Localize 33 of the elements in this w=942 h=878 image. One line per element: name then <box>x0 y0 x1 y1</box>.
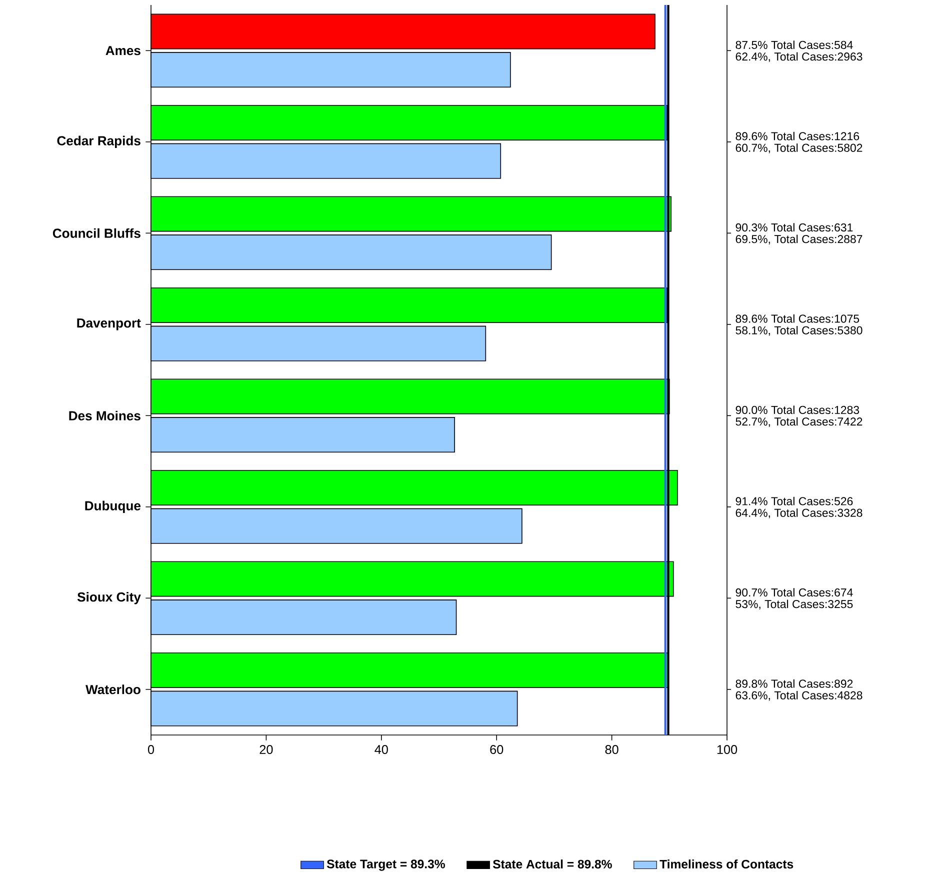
y-tick-label: Dubuque <box>85 500 141 513</box>
text: 89.6% Total Cases:1075 <box>736 314 860 323</box>
legend-label: State Target = 89.3% <box>326 860 445 871</box>
text: 89.6% Total Cases:1216 <box>736 132 860 140</box>
text: 90.3% Total Cases:631 <box>736 223 853 232</box>
text: 63.6%, Total Cases:4828 <box>736 690 862 701</box>
text: 69.5%, Total Cases:2887 <box>736 234 862 245</box>
text: 52.7%, Total Cases:7422 <box>736 417 862 428</box>
y-tick-label: Waterloo <box>86 684 140 694</box>
text: 62.4%, Total Cases:2963 <box>736 52 862 62</box>
text: 53%, Total Cases:3255 <box>736 600 853 610</box>
y-tick-label: Council Bluffs <box>52 228 140 238</box>
text: 60.7%, Total Cases:5802 <box>736 143 862 154</box>
legend-label: Timeliness of Contacts <box>660 860 794 869</box>
y-tick-label: Des Moines <box>69 410 140 420</box>
x-tick-label: 20 <box>260 745 273 754</box>
y-tick-label: Davenport <box>77 318 141 330</box>
y-tick-label: Ames <box>106 46 140 56</box>
text: 64.4%, Total Cases:3328 <box>736 508 862 518</box>
x-tick-label: 40 <box>374 745 388 754</box>
text: 87.5% Total Cases:584 <box>736 40 853 50</box>
y-tick-label: Cedar Rapids <box>57 136 140 148</box>
x-tick-label: 100 <box>717 745 738 754</box>
x-tick-label: 80 <box>605 745 618 754</box>
x-tick-label: 60 <box>490 745 504 754</box>
text: 58.1%, Total Cases:5380 <box>736 326 862 336</box>
text: 90.0% Total Cases:1283 <box>736 406 860 414</box>
y-tick-label: Sioux City <box>77 592 141 604</box>
text: 90.7% Total Cases:674 <box>736 588 853 597</box>
text: 91.4% Total Cases:526 <box>736 496 853 506</box>
legend-label: State Actual = 89.8% <box>492 860 612 869</box>
x-tick-label: 0 <box>148 745 154 754</box>
text: 89.8% Total Cases:892 <box>736 679 853 688</box>
